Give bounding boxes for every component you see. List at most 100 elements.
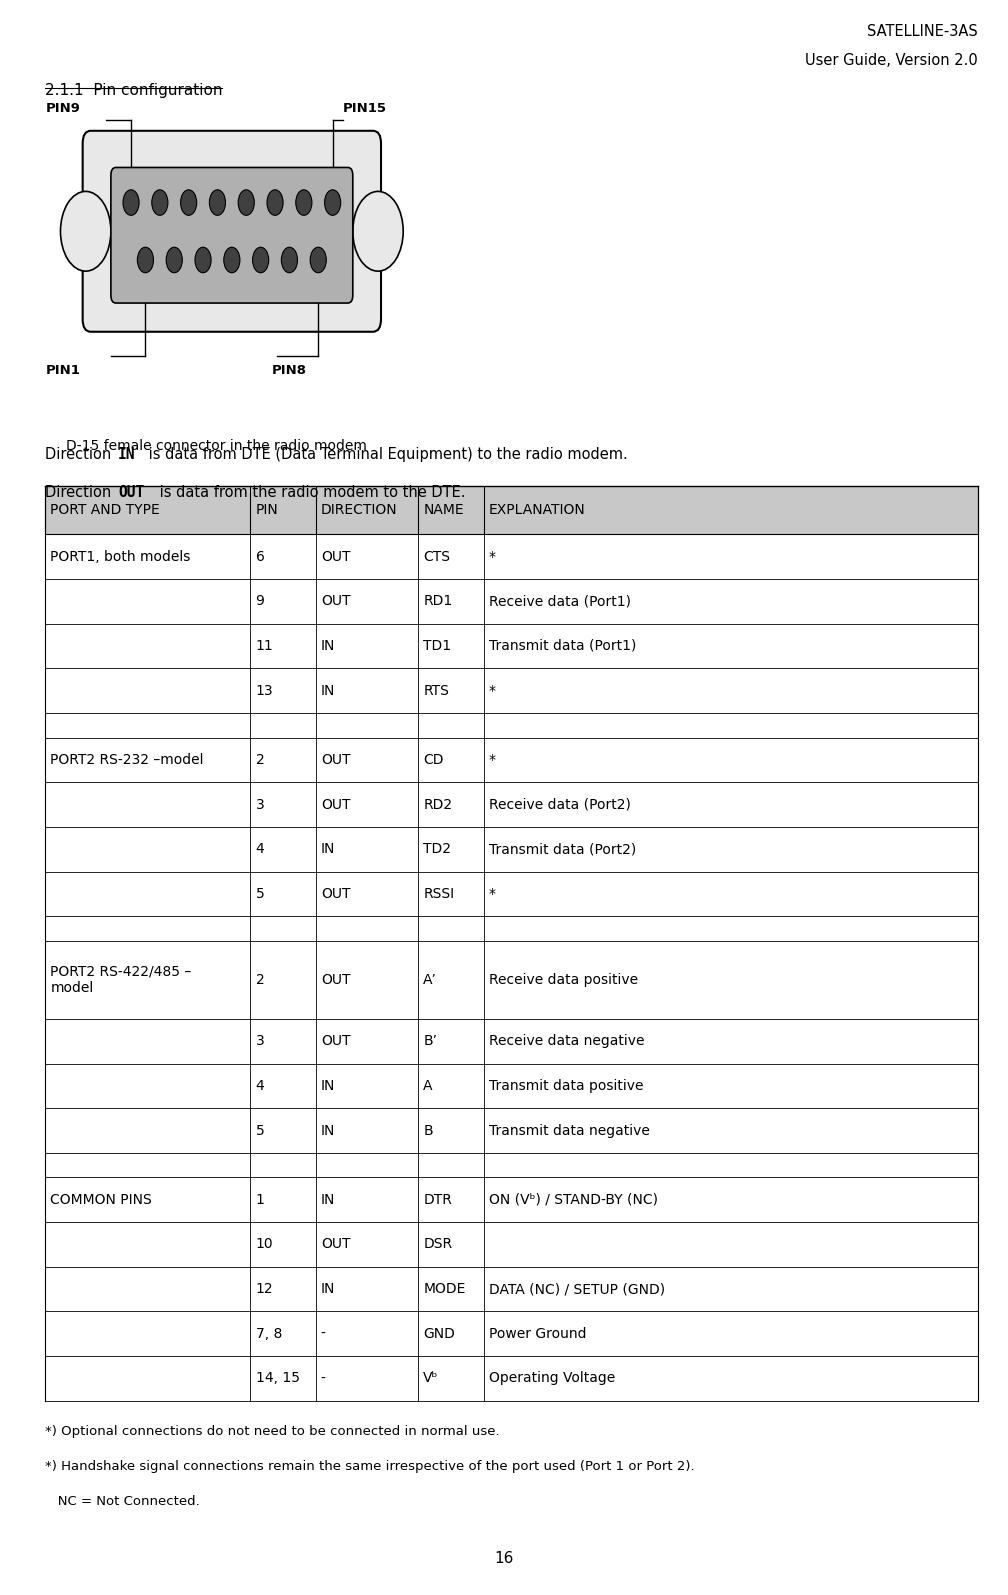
Text: COMMON PINS: COMMON PINS: [50, 1193, 152, 1207]
Text: OUT: OUT: [321, 550, 351, 563]
Text: OUT: OUT: [321, 973, 351, 987]
Text: 13: 13: [256, 684, 273, 697]
Circle shape: [224, 247, 240, 273]
Text: OUT: OUT: [321, 753, 351, 767]
Text: Vᵇ: Vᵇ: [423, 1372, 438, 1386]
Text: PORT2 RS-232 –model: PORT2 RS-232 –model: [50, 753, 204, 767]
Circle shape: [180, 190, 197, 215]
Circle shape: [210, 190, 226, 215]
Circle shape: [353, 191, 403, 271]
Text: IN: IN: [321, 684, 336, 697]
Text: OUT: OUT: [321, 1034, 351, 1048]
Bar: [45, 1266, 978, 1311]
Text: CTS: CTS: [423, 550, 451, 563]
Bar: [45, 782, 978, 826]
Text: 2: 2: [256, 753, 264, 767]
Circle shape: [281, 247, 297, 273]
Text: IN: IN: [321, 1193, 336, 1207]
Circle shape: [253, 247, 269, 273]
Text: *: *: [489, 550, 496, 563]
Text: IN: IN: [321, 1123, 336, 1137]
Text: DIRECTION: DIRECTION: [321, 504, 397, 517]
Circle shape: [310, 247, 327, 273]
Text: RSSI: RSSI: [423, 887, 455, 901]
Bar: [45, 668, 978, 713]
Text: *) Optional connections do not need to be connected in normal use.: *) Optional connections do not need to b…: [45, 1424, 500, 1437]
Text: PORT2 RS-422/485 –
model: PORT2 RS-422/485 – model: [50, 965, 192, 995]
Text: A’: A’: [423, 973, 437, 987]
Bar: [45, 1356, 978, 1400]
Text: Transmit data negative: Transmit data negative: [489, 1123, 649, 1137]
Text: 16: 16: [494, 1552, 514, 1566]
Text: PIN1: PIN1: [45, 364, 81, 376]
Bar: [45, 624, 978, 668]
Text: Direction: Direction: [45, 485, 116, 499]
Text: Operating Voltage: Operating Voltage: [489, 1372, 615, 1386]
Circle shape: [137, 247, 153, 273]
Text: DTR: DTR: [423, 1193, 453, 1207]
Bar: [45, 1311, 978, 1356]
Circle shape: [152, 190, 168, 215]
Bar: [45, 534, 978, 579]
Text: D-15 female connector in the radio modem: D-15 female connector in the radio modem: [66, 439, 366, 453]
Text: *) Handshake signal connections remain the same irrespective of the port used (P: *) Handshake signal connections remain t…: [45, 1459, 695, 1472]
Text: 5: 5: [256, 887, 264, 901]
Text: EXPLANATION: EXPLANATION: [489, 504, 586, 517]
Text: 5: 5: [256, 1123, 264, 1137]
Bar: [45, 1177, 978, 1222]
Bar: [45, 1153, 978, 1177]
Text: is data from the radio modem to the DTE.: is data from the radio modem to the DTE.: [155, 485, 466, 499]
Text: 11: 11: [256, 640, 273, 652]
Text: PIN8: PIN8: [272, 364, 307, 376]
Circle shape: [166, 247, 182, 273]
Text: B’: B’: [423, 1034, 437, 1048]
Text: *: *: [489, 887, 496, 901]
Bar: [45, 713, 978, 737]
Text: Receive data (Port2): Receive data (Port2): [489, 798, 630, 812]
Text: OUT: OUT: [321, 595, 351, 608]
Text: OUT: OUT: [118, 485, 144, 499]
Circle shape: [123, 190, 139, 215]
FancyBboxPatch shape: [111, 167, 353, 303]
Text: B: B: [423, 1123, 433, 1137]
Circle shape: [295, 190, 311, 215]
Text: IN: IN: [321, 1282, 336, 1297]
Text: RD1: RD1: [423, 595, 453, 608]
Text: OUT: OUT: [321, 798, 351, 812]
Text: GND: GND: [423, 1327, 456, 1341]
Text: 4: 4: [256, 842, 264, 857]
Text: NAME: NAME: [423, 504, 464, 517]
Text: Power Ground: Power Ground: [489, 1327, 586, 1341]
Text: DSR: DSR: [423, 1238, 453, 1252]
Bar: [45, 1064, 978, 1109]
Text: 2.1.1  Pin configuration: 2.1.1 Pin configuration: [45, 83, 223, 97]
Bar: [45, 486, 978, 534]
Text: PORT1, both models: PORT1, both models: [50, 550, 191, 563]
Text: is data from DTE (Data Terminal Equipment) to the radio modem.: is data from DTE (Data Terminal Equipmen…: [144, 447, 628, 461]
Bar: [45, 916, 978, 941]
Text: 2: 2: [256, 973, 264, 987]
Text: SATELLINE-3AS: SATELLINE-3AS: [867, 24, 978, 38]
Text: 3: 3: [256, 1034, 264, 1048]
Text: CD: CD: [423, 753, 444, 767]
Text: OUT: OUT: [321, 1238, 351, 1252]
Text: 3: 3: [256, 798, 264, 812]
Text: Receive data (Port1): Receive data (Port1): [489, 595, 631, 608]
Text: -: -: [321, 1372, 326, 1386]
Text: TD2: TD2: [423, 842, 452, 857]
Bar: [45, 1019, 978, 1064]
Circle shape: [238, 190, 254, 215]
Text: *: *: [489, 684, 496, 697]
Text: IN: IN: [118, 447, 135, 461]
Bar: [45, 737, 978, 782]
Text: Direction: Direction: [45, 447, 116, 461]
Text: 14, 15: 14, 15: [256, 1372, 299, 1386]
Text: 12: 12: [256, 1282, 273, 1297]
Text: PORT AND TYPE: PORT AND TYPE: [50, 504, 160, 517]
Circle shape: [325, 190, 341, 215]
Text: MODE: MODE: [423, 1282, 466, 1297]
Text: Receive data negative: Receive data negative: [489, 1034, 644, 1048]
Bar: [45, 579, 978, 624]
Text: Transmit data (Port2): Transmit data (Port2): [489, 842, 636, 857]
Circle shape: [267, 190, 283, 215]
